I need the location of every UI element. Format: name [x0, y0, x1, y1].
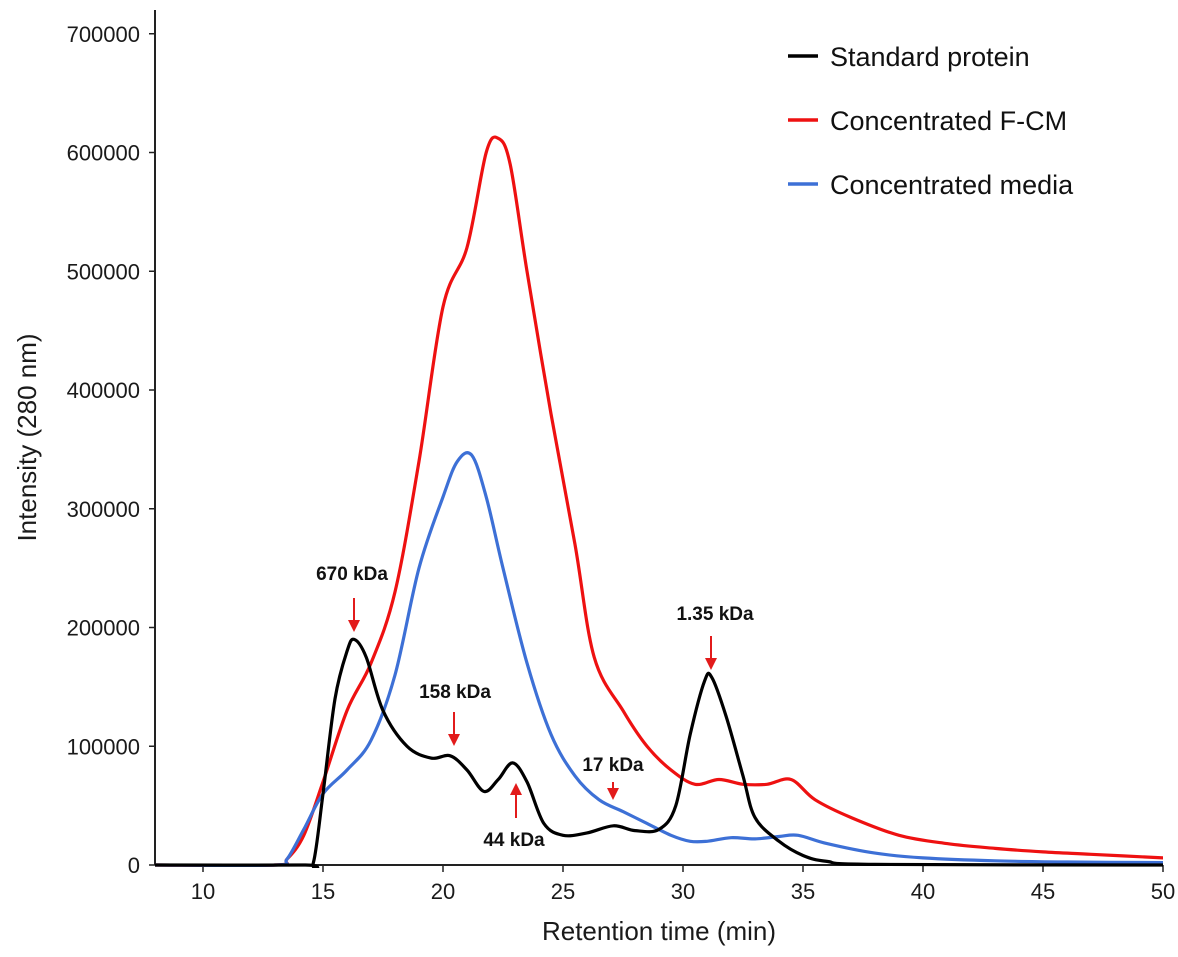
x-tick-label: 40: [911, 879, 935, 904]
y-axis-title: Intensity (280 nm): [12, 333, 42, 541]
y-tick-label: 700000: [67, 22, 140, 47]
x-tick-label: 20: [431, 879, 455, 904]
legend-label-concentrated-media: Concentrated media: [830, 170, 1074, 200]
annotation-arrow-head: [448, 734, 460, 746]
series-line-concentrated-f-cm: [155, 137, 1163, 865]
annotation-label-1-35-kda: 1.35 kDa: [676, 604, 754, 625]
y-tick-label: 200000: [67, 616, 140, 641]
annotation-arrow-head: [510, 783, 522, 795]
y-tick-label: 400000: [67, 378, 140, 403]
series-line-standard-protein: [155, 639, 1163, 868]
series-layer: [155, 137, 1163, 868]
legend-label-standard-protein: Standard protein: [830, 42, 1030, 72]
x-tick-label: 35: [791, 879, 815, 904]
annotation-label-158-kda: 158 kDa: [419, 682, 491, 703]
annotation-label-670-kda: 670 kDa: [316, 564, 388, 585]
y-tick-label: 600000: [67, 141, 140, 166]
annotation-label-44-kda: 44 kDa: [483, 830, 545, 851]
series-line-concentrated-media: [155, 453, 1163, 866]
annotation-label-17-kda: 17 kDa: [582, 755, 644, 776]
x-tick-label: 30: [671, 879, 695, 904]
x-tick-label: 15: [311, 879, 335, 904]
y-tick-label: 500000: [67, 259, 140, 284]
legend-label-concentrated-f-cm: Concentrated F-CM: [830, 106, 1067, 136]
y-tick-label: 300000: [67, 497, 140, 522]
legend: Standard protein Concentrated F-CM Concent…: [788, 42, 1074, 200]
y-tick-label: 0: [128, 853, 140, 878]
axes: [155, 10, 1163, 865]
x-tick-label: 50: [1151, 879, 1175, 904]
x-tick-label: 10: [191, 879, 215, 904]
x-axis-title: Retention time (min): [542, 916, 776, 946]
x-tick-label: 25: [551, 879, 575, 904]
annotation-arrow-head: [348, 620, 360, 632]
y-tick-label: 100000: [67, 734, 140, 759]
annotation-arrow-head: [607, 788, 619, 800]
x-tick-label: 45: [1031, 879, 1055, 904]
annotation-arrow-head: [705, 658, 717, 670]
